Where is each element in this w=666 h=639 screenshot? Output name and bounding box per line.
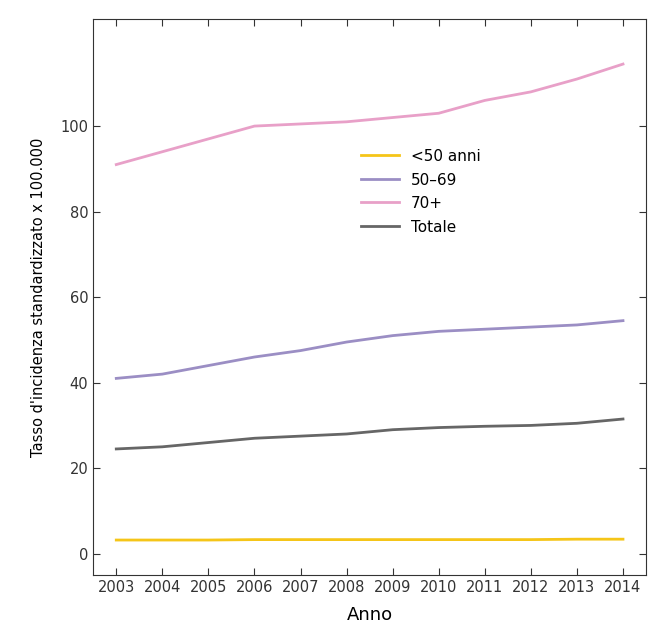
Line: <50 anni: <50 anni bbox=[117, 539, 623, 540]
Totale bbox=[204, 439, 212, 447]
50–69 bbox=[159, 370, 166, 378]
50–69 bbox=[389, 332, 397, 339]
<50 anni bbox=[159, 536, 166, 544]
50–69 bbox=[113, 374, 121, 382]
<50 anni bbox=[389, 535, 397, 543]
Totale bbox=[113, 445, 121, 453]
70+ bbox=[481, 96, 489, 104]
Totale bbox=[389, 426, 397, 433]
70+ bbox=[113, 161, 121, 169]
70+ bbox=[389, 114, 397, 121]
Legend: <50 anni, 50–69, 70+, Totale: <50 anni, 50–69, 70+, Totale bbox=[361, 149, 481, 235]
Line: 70+: 70+ bbox=[117, 64, 623, 165]
70+ bbox=[573, 75, 581, 83]
70+ bbox=[296, 120, 304, 128]
Totale bbox=[527, 422, 535, 429]
Y-axis label: Tasso d'incidenza standardizzato x 100.000: Tasso d'incidenza standardizzato x 100.0… bbox=[31, 137, 47, 457]
Totale bbox=[250, 435, 258, 442]
Line: 50–69: 50–69 bbox=[117, 321, 623, 378]
<50 anni bbox=[113, 536, 121, 544]
Line: Totale: Totale bbox=[117, 419, 623, 449]
70+ bbox=[619, 60, 627, 68]
50–69 bbox=[435, 328, 443, 335]
<50 anni bbox=[296, 535, 304, 543]
<50 anni bbox=[527, 535, 535, 543]
X-axis label: Anno: Anno bbox=[346, 606, 393, 624]
<50 anni bbox=[204, 536, 212, 544]
Totale bbox=[435, 424, 443, 431]
70+ bbox=[159, 148, 166, 155]
Totale bbox=[159, 443, 166, 450]
50–69 bbox=[296, 347, 304, 355]
Totale bbox=[573, 419, 581, 427]
50–69 bbox=[481, 325, 489, 333]
70+ bbox=[204, 135, 212, 142]
70+ bbox=[250, 122, 258, 130]
Totale bbox=[481, 422, 489, 430]
<50 anni bbox=[619, 535, 627, 543]
Totale bbox=[342, 430, 350, 438]
<50 anni bbox=[250, 535, 258, 543]
<50 anni bbox=[573, 535, 581, 543]
<50 anni bbox=[481, 535, 489, 543]
50–69 bbox=[573, 321, 581, 328]
50–69 bbox=[250, 353, 258, 361]
70+ bbox=[527, 88, 535, 96]
50–69 bbox=[342, 338, 350, 346]
Totale bbox=[619, 415, 627, 423]
Totale bbox=[296, 432, 304, 440]
70+ bbox=[342, 118, 350, 126]
70+ bbox=[435, 109, 443, 117]
50–69 bbox=[619, 317, 627, 325]
<50 anni bbox=[342, 535, 350, 543]
<50 anni bbox=[435, 535, 443, 543]
50–69 bbox=[527, 323, 535, 331]
50–69 bbox=[204, 362, 212, 369]
